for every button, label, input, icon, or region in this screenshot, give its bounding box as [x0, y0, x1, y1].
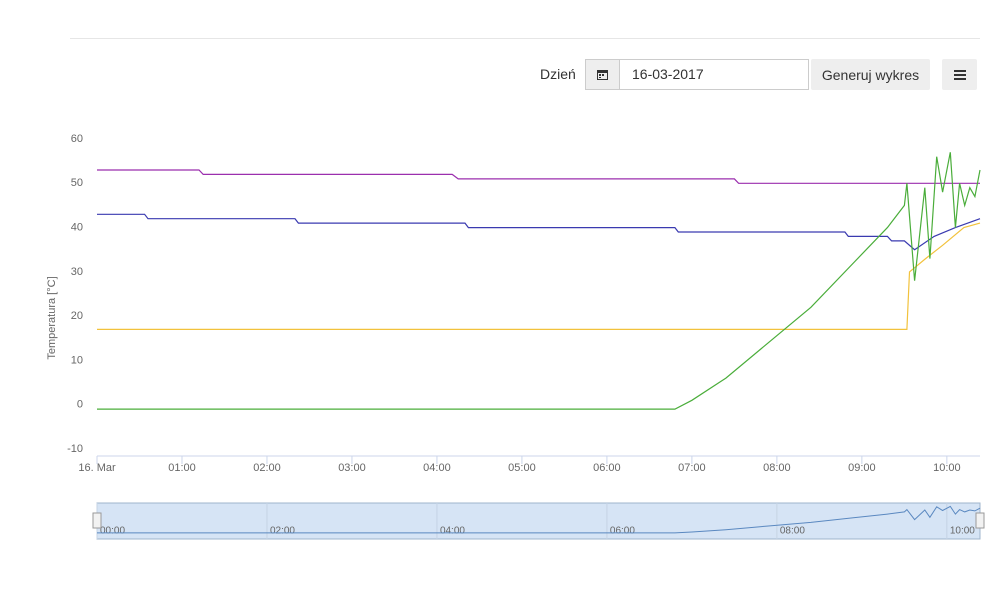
x-tick-label: 08:00: [763, 462, 791, 474]
x-tick-label: 09:00: [848, 462, 876, 474]
y-tick-label: 20: [71, 310, 83, 322]
line-series: [97, 152, 981, 410]
y-tick-label: 50: [71, 177, 83, 189]
navigator-tick-label: 00:00: [100, 526, 125, 537]
menu-icon: [953, 69, 966, 80]
date-label: Dzień: [540, 66, 576, 82]
x-tick-label: 04:00: [423, 462, 451, 474]
x-tick-label: 01:00: [168, 462, 196, 474]
navigator-tick-label: 06:00: [610, 526, 635, 537]
date-input[interactable]: 16-03-2017: [620, 59, 809, 90]
chart: Temperatura [°C] -10 0 10 20 30 40 50 60 16. Mar…: [46, 133, 985, 540]
line-series: [97, 169, 980, 184]
x-tick-label: 10:00: [933, 462, 961, 474]
y-tick-label: 30: [71, 266, 83, 278]
calendar-icon: [597, 70, 608, 80]
navigator-tick-label: 04:00: [440, 526, 465, 537]
divider: [70, 38, 980, 39]
x-tick-label: 05:00: [508, 462, 536, 474]
y-tick-label: 40: [71, 221, 83, 233]
navigator-tick-label: 08:00: [780, 526, 805, 537]
navigator-bg: [96, 502, 981, 540]
y-tick-label: 60: [71, 133, 83, 145]
y-axis-title: Temperatura [°C]: [46, 276, 58, 359]
navigator-tick-label: 10:00: [950, 526, 975, 537]
line-series: [97, 222, 981, 330]
navigator-handle[interactable]: [975, 512, 985, 529]
navigator-handle[interactable]: [92, 512, 102, 529]
x-tick-label: 16. Mar: [78, 462, 116, 474]
x-tick-label: 07:00: [678, 462, 706, 474]
navigator-line: [97, 505, 981, 534]
x-tick-label: 02:00: [253, 462, 281, 474]
x-tick-label: 03:00: [338, 462, 366, 474]
calendar-button[interactable]: [585, 59, 620, 90]
x-tick-label: 06:00: [593, 462, 621, 474]
navigator-tick-label: 02:00: [270, 526, 295, 537]
generate-button[interactable]: Generuj wykres: [811, 59, 930, 90]
y-tick-label: 0: [77, 399, 83, 411]
menu-button[interactable]: [942, 59, 977, 90]
line-series: [97, 213, 981, 251]
y-tick-label: 10: [71, 354, 83, 366]
y-tick-label: -10: [67, 443, 83, 455]
